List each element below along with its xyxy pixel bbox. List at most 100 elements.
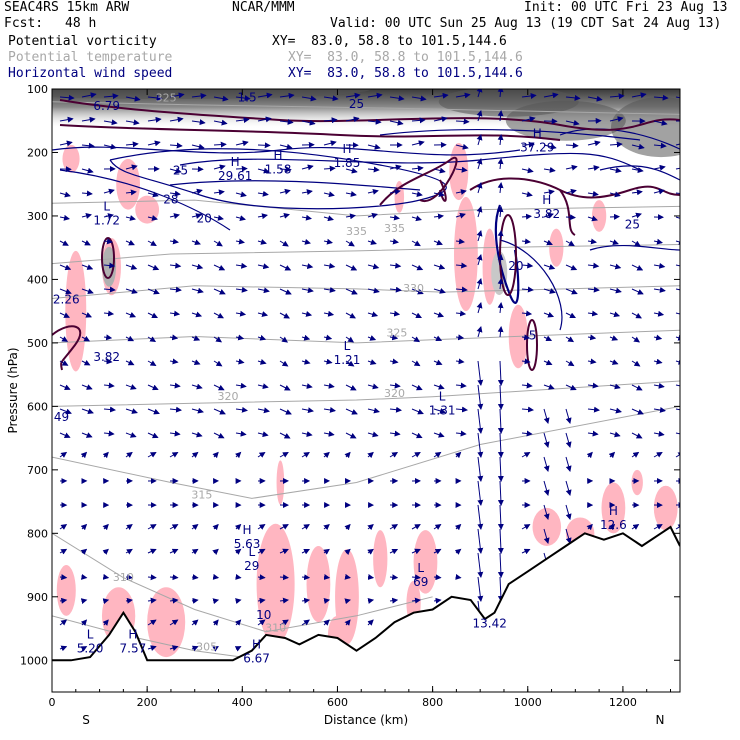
- wind-vector: [631, 384, 643, 391]
- pv-shade-patch: [135, 195, 160, 224]
- wind-vector: [301, 119, 316, 126]
- extremum-value-label: 12.6: [600, 518, 627, 532]
- wind-vector: [191, 383, 203, 390]
- wind-vector: [609, 407, 622, 414]
- wind-vector: [102, 523, 109, 531]
- wind-vector: [169, 451, 179, 458]
- wind-vector: [675, 384, 680, 387]
- wind-vector: [345, 408, 358, 415]
- wind-vector: [389, 238, 399, 245]
- wind-vector: [653, 142, 667, 149]
- wind-vector: [81, 190, 93, 197]
- theta-line: [52, 101, 680, 115]
- wind-vector: [345, 336, 355, 343]
- wind-vector: [367, 166, 380, 173]
- wind-vector: [587, 95, 603, 102]
- wind-vector: [323, 310, 335, 317]
- wind-contour: [179, 152, 641, 171]
- wind-vector: [323, 574, 331, 580]
- wind-vector: [257, 407, 270, 414]
- y-tick-label: 600: [27, 400, 48, 413]
- wind-vector: [257, 358, 267, 365]
- theta-line: [52, 532, 433, 633]
- wind-vector: [565, 456, 572, 472]
- extremum-value-label: 1.58: [265, 163, 292, 177]
- wind-vector: [367, 407, 380, 414]
- wind-vector: [213, 119, 228, 126]
- wind-vector: [631, 143, 645, 150]
- x-tick-label: 1000: [514, 696, 542, 709]
- wind-vector: [653, 334, 663, 341]
- wind-vector: [323, 238, 333, 245]
- wind-vector: [235, 117, 250, 124]
- wind-vector: [587, 238, 597, 245]
- wind-vector: [125, 335, 135, 342]
- wind-vector: [345, 360, 355, 367]
- wind-vector: [454, 523, 462, 531]
- wind-vector: [389, 524, 399, 530]
- wind-vector: [80, 598, 88, 605]
- wind-vector: [279, 143, 293, 150]
- wind-vector: [301, 287, 314, 294]
- wind-vector: [234, 619, 242, 626]
- wind-vector: [103, 286, 116, 293]
- extremum-type-label: L: [344, 339, 351, 353]
- wind-vector: [587, 165, 600, 171]
- wind-vector: [191, 574, 199, 581]
- wind-vector: [477, 384, 484, 410]
- wind-vector: [476, 326, 483, 338]
- wind-vector: [323, 523, 330, 531]
- theta-contour-label: 305: [196, 641, 217, 654]
- wind-vector: [59, 116, 74, 123]
- wind-vector: [257, 383, 269, 390]
- wind-vector: [455, 212, 466, 219]
- theta-contour-label: 320: [218, 390, 239, 403]
- extremum-value-label: 29.61: [218, 169, 252, 183]
- wind-vector: [301, 164, 314, 171]
- extremum-value-label: 1.31: [429, 404, 456, 418]
- wind-vector: [212, 573, 220, 580]
- wind-vector: [543, 288, 556, 294]
- wind-vector: [411, 117, 426, 124]
- wind-vector: [389, 574, 399, 581]
- wind-vector: [455, 334, 465, 341]
- wind-vector: [389, 548, 399, 555]
- pv-shade-patch: [62, 144, 80, 173]
- y-tick-label: 900: [27, 591, 48, 604]
- wind-vector: [235, 382, 247, 389]
- wind-vector: [433, 116, 448, 123]
- wind-vector: [213, 264, 226, 271]
- wind-vector: [103, 310, 115, 317]
- wind-vector: [213, 360, 223, 367]
- wind-contour-label: 25: [173, 164, 188, 178]
- wind-vector: [565, 94, 581, 101]
- wind-vector: [323, 406, 336, 413]
- wind-vector: [257, 142, 271, 149]
- extremum-type-label: L: [439, 390, 446, 404]
- wind-vector: [411, 215, 422, 222]
- wind-vector: [147, 336, 157, 343]
- wind-vector: [81, 312, 93, 318]
- wind-vector: [608, 451, 616, 459]
- field-wind-xy: XY= 83.0, 58.8 to 101.5,144.6: [288, 66, 523, 81]
- wind-vector: [411, 336, 421, 343]
- wind-vector: [521, 167, 534, 174]
- field-theta-xy: XY= 83.0, 58.8 to 101.5,144.6: [288, 50, 523, 65]
- wind-vector: [565, 119, 580, 126]
- wind-vector: [675, 288, 680, 291]
- wind-vector: [279, 166, 292, 173]
- wind-vector: [235, 191, 247, 198]
- theta-contour-label: 320: [384, 387, 405, 400]
- wind-vector: [521, 430, 533, 437]
- wind-vector: [609, 359, 619, 365]
- wind-vector: [543, 504, 550, 520]
- extremum-value-label: 2.26: [53, 293, 80, 307]
- wind-vector: [235, 358, 245, 365]
- wind-vector: [235, 238, 245, 245]
- wind-vector: [323, 262, 336, 269]
- wind-vector: [543, 383, 555, 390]
- wind-vector: [411, 432, 423, 439]
- wind-vector: [235, 215, 246, 222]
- theta-contour-label: 310: [265, 622, 286, 635]
- wind-vector: [521, 524, 531, 530]
